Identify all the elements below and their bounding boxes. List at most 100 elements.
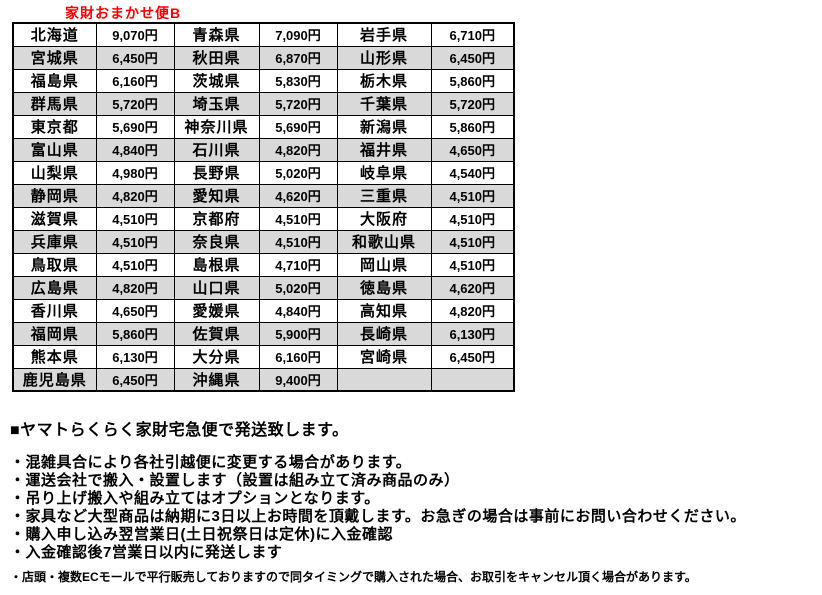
table-row: 滋賀県 4,510円 京都府 4,510円 大阪府 4,510円	[12, 206, 515, 231]
table-row: 山梨県 4,980円 長野県 5,020円 岐阜県 4,540円	[12, 160, 515, 185]
shipping-note-line: ・吊り上げ搬入や組み立てはオプションとなります。	[10, 490, 380, 507]
price-cell: 5,020円	[258, 160, 338, 185]
prefecture-cell: 広島県	[12, 275, 97, 300]
prefecture-cell: 福井県	[336, 137, 432, 162]
prefecture-cell: 山形県	[336, 45, 432, 70]
prefecture-cell: 佐賀県	[173, 321, 260, 346]
price-cell: 9,070円	[95, 22, 175, 47]
table-row: 福島県 6,160円 茨城県 5,830円 栃木県 5,860円	[12, 68, 515, 93]
shipping-note-line: ・購入申し込み翌営業日(土日祝祭日は定休)に入金確認	[10, 526, 393, 543]
shipping-notes-footnote: ・店頭・複数ECモールで平行販売しておりますので同タイミングで購入された場合、お…	[10, 570, 697, 584]
table-row: 東京都 5,690円 神奈川県 5,690円 新潟県 5,860円	[12, 114, 515, 139]
price-cell: 7,090円	[258, 22, 338, 47]
shipping-notes-heading: ■ヤマトらくらく家財宅急便で発送致します。	[10, 422, 349, 439]
prefecture-cell: 群馬県	[12, 91, 97, 116]
prefecture-cell: 北海道	[12, 22, 97, 47]
table-row: 静岡県 4,820円 愛知県 4,620円 三重県 4,510円	[12, 183, 515, 208]
price-cell: 4,540円	[430, 160, 515, 185]
prefecture-cell: 愛媛県	[173, 298, 260, 323]
price-cell: 4,840円	[95, 137, 175, 162]
prefecture-cell: 宮崎県	[336, 344, 432, 369]
price-cell: 9,400円	[258, 367, 338, 392]
prefecture-cell: 石川県	[173, 137, 260, 162]
prefecture-cell: 鳥取県	[12, 252, 97, 277]
price-cell: 4,510円	[95, 206, 175, 231]
price-cell: 4,820円	[95, 183, 175, 208]
prefecture-cell: 静岡県	[12, 183, 97, 208]
prefecture-cell: 愛知県	[173, 183, 260, 208]
price-cell: 4,650円	[95, 298, 175, 323]
price-cell: 5,720円	[258, 91, 338, 116]
price-cell: 4,840円	[258, 298, 338, 323]
price-cell: 5,860円	[430, 114, 515, 139]
prefecture-cell: 神奈川県	[173, 114, 260, 139]
prefecture-cell: 高知県	[336, 298, 432, 323]
table-row: 富山県 4,840円 石川県 4,820円 福井県 4,650円	[12, 137, 515, 162]
prefecture-cell: 香川県	[12, 298, 97, 323]
prefecture-cell: 山口県	[173, 275, 260, 300]
table-row: 北海道 9,070円 青森県 7,090円 岩手県 6,710円	[12, 22, 515, 47]
prefecture-cell: 青森県	[173, 22, 260, 47]
price-cell: 4,620円	[258, 183, 338, 208]
prefecture-cell: 島根県	[173, 252, 260, 277]
prefecture-cell: 山梨県	[12, 160, 97, 185]
fee-table-body: 北海道 9,070円 青森県 7,090円 岩手県 6,710円 宮城県 6,450円 秋田県 6…	[12, 22, 515, 392]
price-cell: 6,870円	[258, 45, 338, 70]
table-row: 鹿児島県 6,450円 沖縄県 9,400円	[12, 367, 515, 392]
price-cell: 6,160円	[258, 344, 338, 369]
table-row: 熊本県 6,130円 大分県 6,160円 宮崎県 6,450円	[12, 344, 515, 369]
price-cell: 5,020円	[258, 275, 338, 300]
prefecture-cell: 沖縄県	[173, 367, 260, 392]
price-cell: 4,510円	[430, 183, 515, 208]
table-row: 兵庫県 4,510円 奈良県 4,510円 和歌山県 4,510円	[12, 229, 515, 254]
price-cell: 5,720円	[430, 91, 515, 116]
shipping-note-line: ・運送会社で搬入・設置します（設置は組み立て済み商品のみ）	[10, 472, 460, 489]
table-row: 鳥取県 4,510円 島根県 4,710円 岡山県 4,510円	[12, 252, 515, 277]
prefecture-cell	[336, 367, 432, 392]
price-cell: 6,450円	[430, 344, 515, 369]
prefecture-cell: 栃木県	[336, 68, 432, 93]
prefecture-cell: 福岡県	[12, 321, 97, 346]
prefecture-cell: 熊本県	[12, 344, 97, 369]
prefecture-cell: 京都府	[173, 206, 260, 231]
price-cell: 4,510円	[430, 252, 515, 277]
price-cell: 5,860円	[430, 68, 515, 93]
price-cell: 5,720円	[95, 91, 175, 116]
table-row: 宮城県 6,450円 秋田県 6,870円 山形県 6,450円	[12, 45, 515, 70]
table-row: 福岡県 5,860円 佐賀県 5,900円 長崎県 6,130円	[12, 321, 515, 346]
price-cell: 5,690円	[95, 114, 175, 139]
prefecture-cell: 岩手県	[336, 22, 432, 47]
prefecture-cell: 秋田県	[173, 45, 260, 70]
table-row: 群馬県 5,720円 埼玉県 5,720円 千葉県 5,720円	[12, 91, 515, 116]
price-cell: 6,710円	[430, 22, 515, 47]
price-cell: 4,620円	[430, 275, 515, 300]
prefecture-cell: 兵庫県	[12, 229, 97, 254]
shipping-note-line: ・入金確認後7営業日以内に発送します	[10, 544, 283, 561]
prefecture-cell: 徳島県	[336, 275, 432, 300]
price-cell: 4,980円	[95, 160, 175, 185]
table-row: 香川県 4,650円 愛媛県 4,840円 高知県 4,820円	[12, 298, 515, 323]
price-cell: 4,510円	[258, 229, 338, 254]
price-cell: 6,160円	[95, 68, 175, 93]
price-cell: 6,450円	[430, 45, 515, 70]
shipping-note-line: ・混雑具合により各社引越便に変更する場合があります。	[10, 454, 412, 471]
price-cell: 5,830円	[258, 68, 338, 93]
prefecture-cell: 茨城県	[173, 68, 260, 93]
prefecture-cell: 東京都	[12, 114, 97, 139]
prefecture-cell: 富山県	[12, 137, 97, 162]
prefecture-cell: 大阪府	[336, 206, 432, 231]
shipping-notes-bullet-list: ・混雑具合により各社引越便に変更する場合があります。 ・運送会社で搬入・設置します…	[10, 454, 815, 562]
price-cell: 4,820円	[95, 275, 175, 300]
shipping-notes-section: ■ヤマトらくらく家財宅急便で発送致します。 ・混雑具合により各社引越便に変更する…	[10, 420, 815, 585]
shipping-note-line: ・家具など大型商品は納期に3日以上お時間を頂戴します。お急ぎの場合は事前にお問い…	[10, 508, 746, 525]
price-cell: 6,130円	[430, 321, 515, 346]
price-cell: 6,450円	[95, 367, 175, 392]
prefecture-cell: 大分県	[173, 344, 260, 369]
price-cell: 4,820円	[258, 137, 338, 162]
table-row: 広島県 4,820円 山口県 5,020円 徳島県 4,620円	[12, 275, 515, 300]
price-cell: 4,710円	[258, 252, 338, 277]
prefecture-cell: 三重県	[336, 183, 432, 208]
price-cell: 4,510円	[430, 206, 515, 231]
prefecture-cell: 岡山県	[336, 252, 432, 277]
price-cell: 5,860円	[95, 321, 175, 346]
